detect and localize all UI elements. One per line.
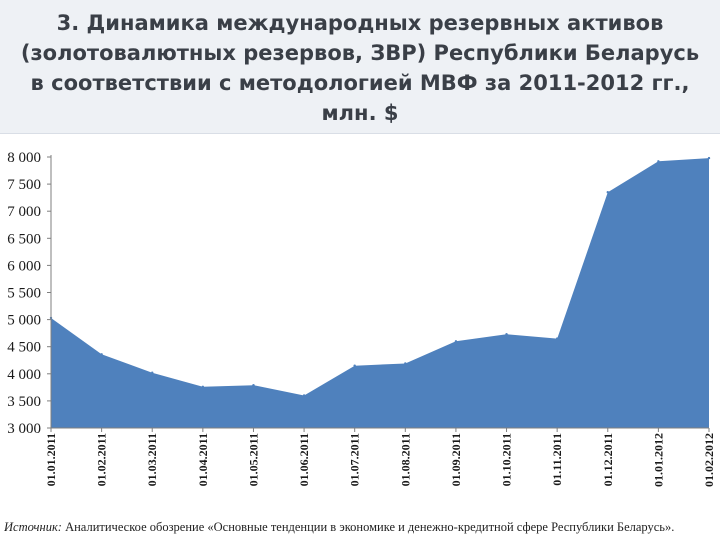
y-tick-label: 3 500 (7, 394, 41, 410)
reserves-area-chart: 3 000 3 500 4 000 4 500 5 000 5 500 6 000 6 500… (0, 140, 720, 495)
data-point (100, 353, 103, 356)
data-point (353, 364, 356, 367)
data-point (201, 385, 205, 389)
y-tick-label: 6 500 (7, 231, 41, 247)
data-point (505, 333, 508, 336)
source-note: Источник: Аналитическое обозрение «Основ… (4, 520, 718, 540)
data-point (302, 394, 306, 397)
y-tick-label: 5 500 (7, 286, 41, 302)
x-tick-label: 01.06.2011 (297, 433, 311, 486)
data-point (657, 160, 660, 163)
data-point (454, 340, 458, 343)
source-text: Аналитическое обозрение «Основные тенден… (61, 520, 675, 534)
page-title: 3. Динамика международных резервных акти… (20, 11, 700, 125)
data-point (606, 191, 609, 194)
series-area (51, 158, 709, 428)
x-tick-label: 01.05.2011 (246, 433, 260, 486)
y-tick-label: 8 000 (7, 150, 41, 166)
x-tick-label: 01.01.2011 (44, 433, 58, 486)
x-tick-label: 01.01.2012 (651, 433, 665, 487)
x-tick-label: 01.02.2011 (95, 433, 109, 486)
data-point (707, 156, 711, 160)
y-tick-label: 7 500 (7, 177, 41, 193)
data-point (252, 383, 255, 387)
x-tick-label: 01.11.2011 (550, 433, 564, 486)
y-tick-label: 5 000 (7, 313, 41, 329)
data-point (404, 362, 407, 365)
y-tick-label: 3 000 (7, 421, 41, 437)
data-point (555, 337, 559, 340)
x-tick-label: 01.02.2012 (702, 433, 716, 487)
x-tick-label: 01.08.2011 (398, 433, 412, 486)
data-point (151, 371, 154, 374)
y-tick-label: 7 000 (7, 204, 41, 220)
x-tick-label: 01.10.2011 (500, 433, 514, 486)
x-tick-label: 01.03.2011 (145, 433, 159, 486)
x-tick-label: 01.07.2011 (348, 433, 362, 486)
chart-svg: 3 000 3 500 4 000 4 500 5 000 5 500 6 000 6 500… (7, 150, 716, 487)
y-tick-label: 4 000 (7, 367, 41, 383)
x-tick-label: 01.12.2011 (601, 433, 615, 486)
y-tick-label: 4 500 (7, 340, 41, 356)
source-label: Источник: (4, 520, 62, 534)
title-banner: 3. Динамика международных резервных акти… (0, 0, 720, 134)
x-tick-label: 01.09.2011 (449, 433, 463, 486)
x-tick-label: 01.04.2011 (196, 433, 210, 486)
y-tick-label: 6 000 (7, 258, 41, 274)
